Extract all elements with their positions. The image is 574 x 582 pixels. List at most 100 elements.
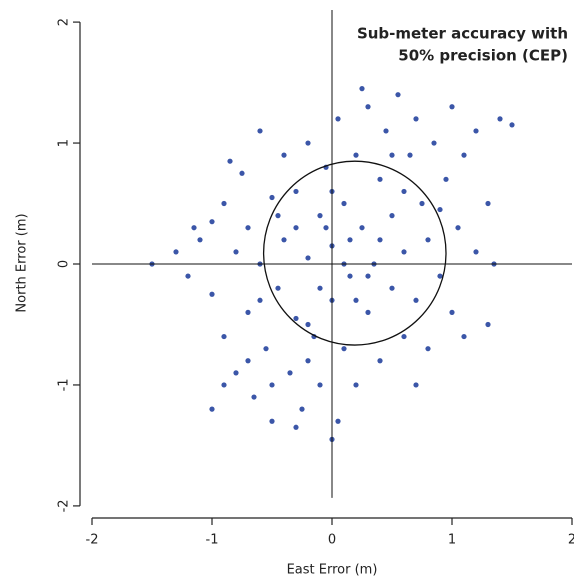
point [263, 346, 269, 352]
point [443, 176, 449, 182]
point [449, 104, 455, 110]
point [173, 249, 179, 255]
point [431, 140, 437, 146]
point [401, 249, 407, 255]
point [401, 333, 407, 340]
point [485, 321, 491, 328]
point [365, 104, 371, 110]
point [383, 128, 389, 134]
point [413, 297, 419, 303]
y-axis-label: North Error (m) [15, 213, 30, 312]
annotation: Sub-meter accuracy with [357, 25, 568, 43]
point [425, 237, 431, 243]
point [293, 424, 299, 430]
point [359, 225, 365, 231]
point [293, 225, 299, 231]
point [269, 382, 275, 388]
point [233, 249, 239, 255]
y-tick-label: 1 [57, 139, 72, 147]
x-tick-label: 0 [328, 533, 336, 548]
point [347, 237, 353, 243]
point [395, 92, 401, 98]
point [245, 225, 251, 231]
point [353, 382, 359, 388]
point [401, 188, 407, 195]
point [377, 237, 383, 243]
point [461, 152, 467, 158]
point [389, 152, 395, 158]
point [353, 152, 359, 158]
point [305, 358, 311, 364]
point [359, 86, 365, 92]
x-tick-label: 1 [448, 533, 456, 548]
point [341, 200, 347, 207]
x-tick-label: 2 [568, 533, 574, 548]
point [425, 346, 431, 352]
point [209, 406, 215, 412]
cep-circle [262, 160, 447, 346]
point [347, 273, 353, 279]
annotation: 50% precision (CEP) [398, 47, 568, 65]
point [299, 406, 305, 412]
point [323, 225, 329, 231]
point [365, 273, 371, 279]
point [239, 170, 245, 176]
point [191, 225, 197, 231]
point [317, 382, 323, 388]
x-tick-label: -2 [86, 533, 99, 548]
point [377, 176, 383, 182]
point [473, 249, 479, 255]
point [245, 309, 251, 315]
point [449, 309, 455, 315]
point [317, 213, 323, 219]
y-tick-label: 2 [57, 18, 72, 26]
point [185, 273, 191, 279]
point [377, 358, 383, 364]
point [287, 370, 293, 376]
point [305, 321, 311, 328]
point [197, 237, 203, 243]
y-tick-label: -2 [57, 499, 72, 512]
point [275, 213, 281, 219]
point [413, 116, 419, 122]
point [209, 291, 215, 297]
point [353, 297, 359, 303]
point [221, 200, 227, 207]
point [257, 297, 263, 303]
x-tick-label: -1 [206, 533, 219, 548]
point [389, 285, 395, 291]
point [275, 285, 281, 291]
point [437, 273, 443, 279]
point [233, 370, 239, 376]
point [293, 315, 299, 322]
point [245, 358, 251, 364]
point [251, 394, 257, 400]
point [257, 128, 263, 134]
point [281, 152, 287, 158]
point [305, 140, 311, 146]
point [305, 255, 311, 261]
y-tick-label: 0 [57, 260, 72, 268]
point [227, 158, 233, 164]
point [461, 333, 467, 340]
point [437, 206, 443, 213]
point [317, 285, 323, 291]
point [341, 346, 347, 352]
point [413, 382, 419, 388]
point [407, 152, 413, 158]
y-tick-label: -1 [57, 378, 72, 391]
point [221, 333, 227, 340]
point [293, 188, 299, 195]
point [455, 225, 461, 231]
point [485, 200, 491, 207]
point [419, 200, 425, 207]
point [269, 418, 275, 424]
point [365, 309, 371, 315]
point [389, 213, 395, 219]
point [281, 237, 287, 243]
point [209, 219, 215, 225]
point [221, 382, 227, 388]
point [269, 194, 275, 201]
point [473, 128, 479, 134]
